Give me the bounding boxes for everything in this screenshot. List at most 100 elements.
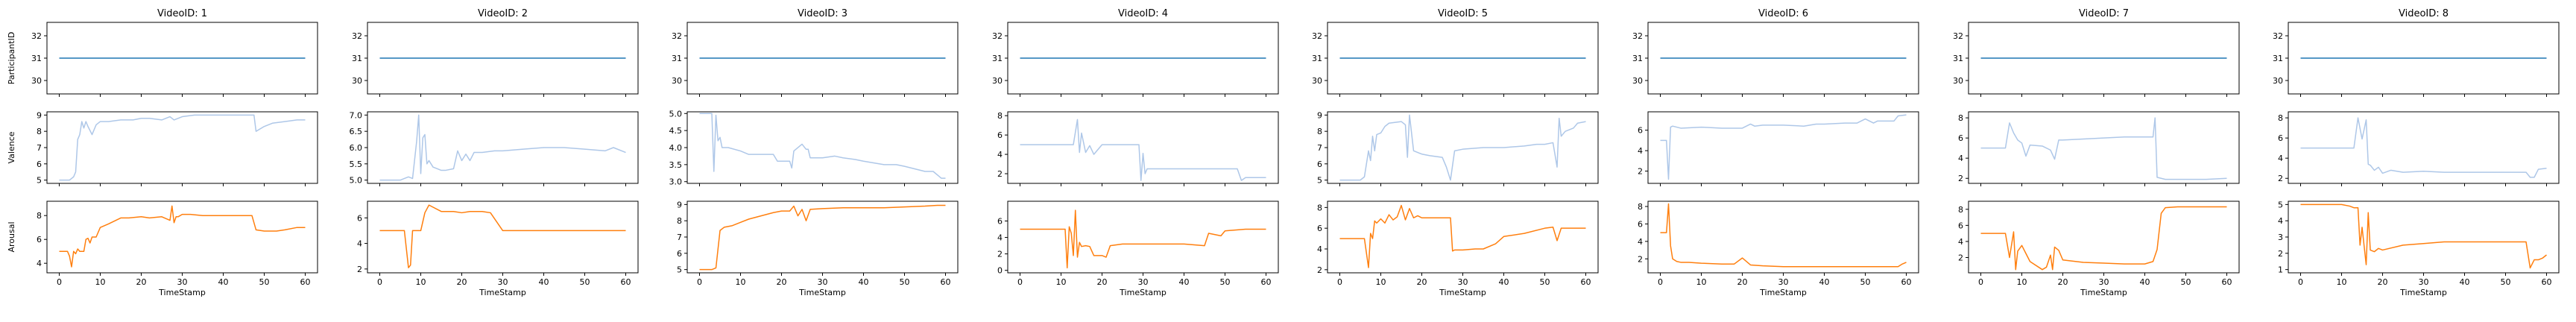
y-tick-label: 4.5 (669, 126, 683, 136)
y-tick-label: 30 (31, 76, 42, 86)
arousal-series-line (1660, 203, 1907, 268)
y-tick-label: 8 (2278, 113, 2283, 123)
x-tick-label: 20 (457, 277, 467, 287)
x-tick-label: 40 (859, 277, 869, 287)
y-tick-label: 6 (1317, 160, 1322, 169)
y-tick-label: 8 (1317, 203, 1322, 212)
y-tick-label: 31 (2273, 54, 2283, 63)
axes-participant: 30 31 32 (992, 22, 1279, 97)
x-tick-label: 20 (777, 277, 787, 287)
y-tick-label: 4 (997, 150, 1003, 160)
y-tick-label: 2 (2278, 249, 2283, 259)
arousal-series-line (2300, 203, 2547, 269)
y-tick-label: 9 (677, 200, 682, 209)
panel-video-6: VideoID: 6 30 31 32 2 4 6 2 4 6 8 0 10 20 30 40 50 60 Time… (1632, 8, 1919, 297)
y-tick-label: 32 (2273, 31, 2283, 41)
y-tick-label: 1 (2278, 265, 2283, 275)
axes-frame (1007, 111, 1279, 184)
y-tick-label: 3.0 (669, 177, 683, 187)
axes-valence: 2 4 6 (1638, 111, 1919, 186)
x-axis-label: TimeStamp (2399, 288, 2447, 297)
x-tick-label: 60 (941, 277, 951, 287)
y-tick-label: 4 (1638, 146, 1643, 156)
y-tick-label: 2 (1958, 174, 1963, 183)
valence-series-line (1339, 114, 1586, 181)
panel-title: VideoID: 1 (157, 8, 207, 19)
x-tick-label: 30 (818, 277, 828, 287)
x-tick-label: 30 (2419, 277, 2429, 287)
x-tick-label: 50 (1220, 277, 1231, 287)
y-tick-label: 8 (1958, 113, 1963, 123)
x-tick-label: 0 (377, 277, 382, 287)
y-tick-label: 6 (1638, 126, 1643, 136)
axes-frame (367, 111, 639, 184)
x-tick-label: 50 (1540, 277, 1550, 287)
x-tick-label: 30 (1458, 277, 1468, 287)
x-tick-label: 20 (1417, 277, 1427, 287)
x-tick-label: 50 (900, 277, 910, 287)
x-tick-label: 0 (2298, 277, 2303, 287)
valence-series-line (699, 113, 946, 179)
x-tick-label: 30 (1138, 277, 1149, 287)
axes-valence: 2 4 6 8 (2278, 111, 2560, 186)
x-tick-label: 60 (2222, 277, 2232, 287)
axes-arousal: 2 4 6 8 0 10 20 30 40 50 60 TimeStamp (1958, 201, 2240, 297)
x-tick-label: 0 (1337, 277, 1342, 287)
y-tick-label: 6 (2278, 133, 2283, 143)
y-tick-label: 8 (37, 127, 42, 136)
y-tick-label: 2 (1638, 254, 1643, 264)
axes-participant: 30 31 32 (1632, 22, 1919, 97)
panel-title: VideoID: 4 (1118, 8, 1168, 19)
y-tick-label: 6 (357, 213, 362, 223)
axes-valence: 2 4 6 8 (1958, 111, 2240, 186)
y-tick-label: 2 (1958, 253, 1963, 263)
y-tick-label: 9 (1317, 110, 1322, 120)
axes-valence: 5 6 7 8 9 (1317, 110, 1599, 186)
y-tick-label: 31 (1953, 54, 1963, 63)
valence-series-line (59, 114, 306, 181)
x-tick-label: 10 (2337, 277, 2347, 287)
x-tick-label: 60 (2542, 277, 2552, 287)
y-tick-label: 4 (1958, 237, 1963, 247)
y-tick-label: 5.0 (669, 109, 683, 119)
axes-valence: 2 4 6 8 (997, 111, 1279, 186)
y-tick-label: 6 (997, 130, 1003, 140)
y-tick-label: 6.5 (350, 127, 363, 136)
y-tick-label: 5.5 (350, 160, 363, 169)
x-tick-label: 20 (1097, 277, 1108, 287)
y-tick-label: 5 (2278, 200, 2283, 209)
x-tick-label: 40 (539, 277, 549, 287)
x-tick-label: 0 (57, 277, 62, 287)
y-tick-label: 7 (37, 143, 42, 153)
y-tick-label: 2 (1317, 265, 1322, 275)
x-tick-label: 60 (1901, 277, 1912, 287)
y-tick-label: 31 (352, 54, 362, 63)
panel-video-5: VideoID: 5 30 31 32 5 6 7 8 9 2 4 6 8 0 10 20 30 40 50 60 Ti… (1312, 8, 1599, 297)
arousal-series-line (59, 205, 306, 268)
panel-title: VideoID: 6 (1758, 8, 1808, 19)
x-tick-label: 30 (2099, 277, 2109, 287)
x-tick-label: 10 (1696, 277, 1707, 287)
axes-participant: 30 31 32 (672, 22, 959, 97)
x-tick-label: 40 (2460, 277, 2470, 287)
x-tick-label: 40 (1179, 277, 1190, 287)
y-tick-label: 31 (1632, 54, 1643, 63)
y-tick-label: 5.0 (350, 176, 363, 186)
axes-participant: 30 31 32 (1953, 22, 2240, 97)
y-tick-label: 32 (31, 31, 42, 41)
y-tick-label: 32 (1953, 31, 1963, 41)
x-tick-label: 10 (2017, 277, 2027, 287)
x-tick-label: 0 (697, 277, 702, 287)
y-axis-label: Valence (7, 131, 16, 163)
x-tick-label: 40 (2140, 277, 2150, 287)
y-tick-label: 32 (1312, 31, 1322, 41)
x-tick-label: 60 (621, 277, 631, 287)
x-tick-label: 60 (300, 277, 311, 287)
y-tick-label: 32 (672, 31, 682, 41)
y-tick-label: 6 (1638, 219, 1643, 229)
y-tick-label: 30 (1312, 76, 1322, 86)
panel-video-3: VideoID: 3 30 31 32 3.0 3.5 4.0 4.5 5.0 5 6 7 8 9 0 10 2… (669, 8, 959, 297)
x-axis-label: TimeStamp (479, 288, 526, 297)
